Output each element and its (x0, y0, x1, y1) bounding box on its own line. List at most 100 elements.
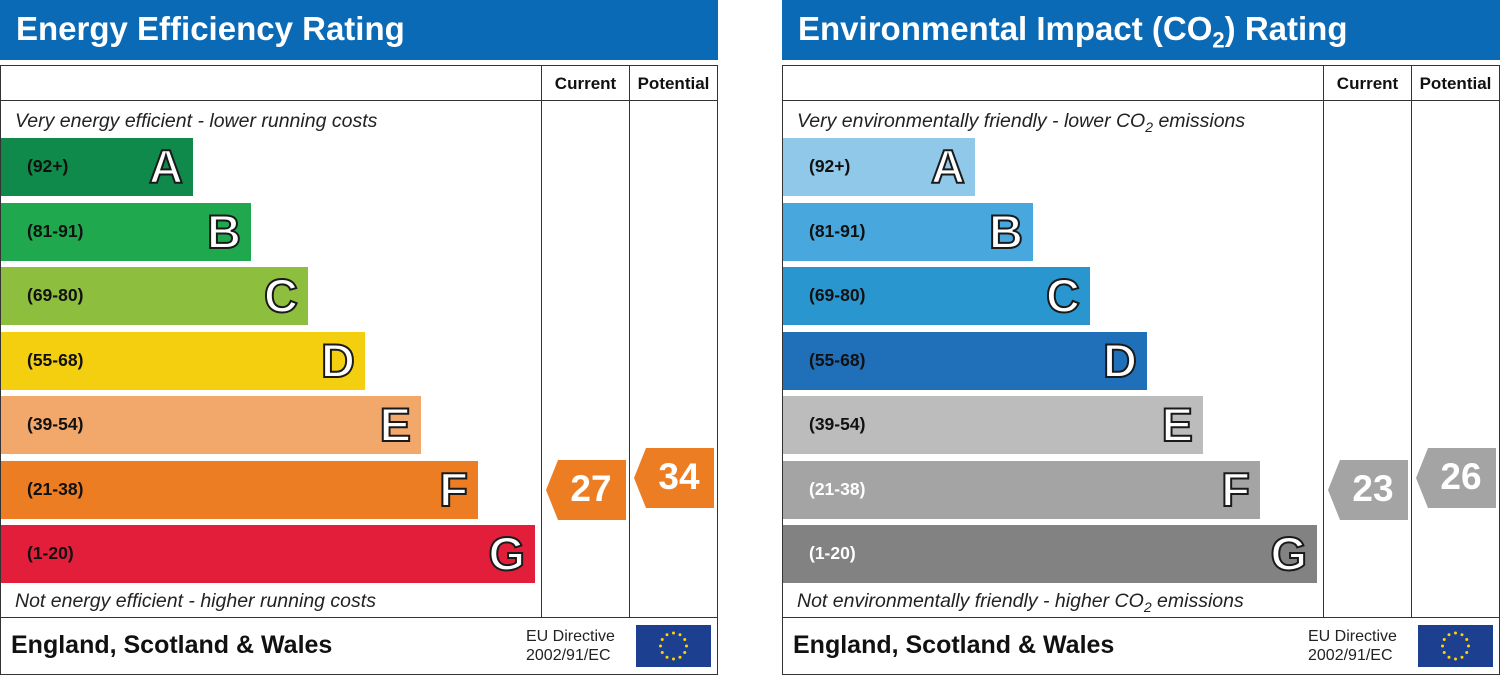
band-letter: A (148, 139, 184, 194)
band-g: (1-20) G (1, 525, 535, 583)
band-range-label: (1-20) (27, 543, 74, 563)
band-letter: E (1161, 397, 1194, 452)
band-letter: A (930, 139, 966, 194)
potential-rating-value: 34 (658, 455, 700, 497)
band-range-label: (39-54) (27, 414, 84, 434)
rating-table: Current Potential Very environmentally f… (782, 65, 1500, 675)
band-range-label: (69-80) (809, 285, 866, 305)
band-d: (55-68) D (1, 331, 365, 390)
current-column-divider (541, 66, 542, 617)
rating-table: Current Potential Very energy efficient … (0, 65, 718, 675)
eu-star (665, 655, 669, 659)
eu-star (672, 657, 675, 661)
band-letter: E (379, 397, 412, 452)
eu-star (1447, 633, 1451, 637)
title-subscript: 2 (1212, 27, 1225, 53)
potential-rating-arrow: 34 (634, 447, 714, 508)
band-e: (39-54) E (783, 396, 1203, 454)
eu-directive-line2: 2002/91/EC (1308, 647, 1393, 664)
header-divider (783, 100, 1499, 101)
title-end: ) Rating (1224, 10, 1348, 47)
top-note-subscript: 2 (1145, 118, 1154, 135)
band-letter: B (206, 204, 242, 259)
eu-star (1460, 655, 1464, 659)
eu-star (1465, 638, 1469, 641)
eu-star (1441, 644, 1444, 648)
eu-star (678, 633, 682, 637)
top-note: Very energy efficient - lower running co… (15, 110, 378, 132)
eu-star (659, 644, 662, 648)
eu-star (672, 631, 675, 635)
eu-star (1454, 631, 1457, 635)
eu-star (1442, 638, 1446, 641)
eu-directive-line1: EU Directive (526, 628, 615, 645)
current-rating-arrow: 27 (546, 459, 626, 520)
eu-star (1465, 651, 1469, 654)
eu-star (678, 655, 682, 659)
band-range-label: (92+) (809, 156, 851, 176)
title-main: Environmental Impact (CO (798, 10, 1213, 47)
band-f: (21-38) F (1, 460, 478, 519)
band-b: (81-91) B (783, 202, 1033, 261)
eu-star (1467, 644, 1470, 648)
eu-flag-icon (1418, 625, 1493, 667)
current-rating-value: 23 (1352, 467, 1394, 509)
band-d: (55-68) D (783, 331, 1147, 390)
eu-star (683, 651, 687, 654)
eu-directive-line1: EU Directive (1308, 628, 1397, 645)
potential-rating-value: 26 (1440, 455, 1482, 497)
band-letter: F (1220, 462, 1251, 517)
band-g: (1-20) G (783, 525, 1317, 583)
band-a: (92+) A (1, 138, 193, 196)
eu-star (683, 638, 687, 641)
band-letter: C (263, 268, 299, 323)
band-letter: G (487, 526, 526, 581)
bottom-note: Not energy efficient - higher running co… (15, 590, 376, 612)
current-column-header: Current (554, 74, 617, 93)
eu-flag-icon (636, 625, 711, 667)
region-label: England, Scotland & Wales (793, 631, 1115, 659)
header-divider (1, 100, 717, 101)
eu-directive-line2: 2002/91/EC (526, 647, 611, 664)
environmental-impact-panel: Environmental Impact (CO2) Rating Curren… (782, 0, 1500, 675)
top-note: Very environmentally friendly - lower CO… (797, 110, 1245, 135)
band-letter: D (1102, 333, 1138, 388)
band-range-label: (81-91) (27, 220, 84, 241)
bottom-note-main: Not environmentally friendly - higher CO (797, 590, 1144, 612)
band-a: (92+) A (783, 138, 975, 196)
band-range-label: (21-38) (809, 478, 866, 499)
title-bar: Energy Efficiency Rating (0, 0, 718, 60)
potential-rating-arrow: 26 (1416, 447, 1496, 508)
eu-star (1447, 655, 1451, 659)
footer-divider (783, 617, 1499, 618)
potential-column-header: Potential (1419, 74, 1492, 93)
eu-star (1460, 633, 1464, 637)
top-note-main: Very environmentally friendly - lower CO (797, 110, 1146, 132)
energy-efficiency-panel: Energy Efficiency Rating Current Potenti… (0, 0, 718, 675)
current-rating-arrow: 23 (1328, 459, 1408, 520)
potential-column-divider (1411, 66, 1412, 617)
bottom-note-subscript: 2 (1143, 598, 1152, 615)
band-range-label: (92+) (27, 156, 69, 176)
band-letter: C (1045, 268, 1081, 323)
band-letter: G (1269, 526, 1308, 581)
eu-star (660, 638, 664, 641)
band-b: (81-91) B (1, 202, 251, 261)
band-range-label: (55-68) (809, 349, 866, 370)
chart-title: Energy Efficiency Rating (16, 10, 405, 47)
potential-column-header: Potential (637, 74, 710, 93)
title-bar: Environmental Impact (CO2) Rating (782, 0, 1500, 60)
chart-title: Environmental Impact (CO2) Rating (798, 10, 1347, 54)
band-c: (69-80) C (783, 267, 1090, 325)
band-range-label: (55-68) (27, 349, 84, 370)
band-e: (39-54) E (1, 396, 421, 454)
eu-star (685, 644, 688, 648)
current-column-header: Current (1336, 74, 1399, 93)
eu-directive: EU Directive 2002/91/EC (526, 627, 615, 665)
band-range-label: (69-80) (27, 285, 84, 305)
current-rating-value: 27 (570, 467, 612, 509)
band-letter: F (438, 462, 469, 517)
band-range-label: (81-91) (809, 220, 866, 241)
eu-star (1442, 651, 1446, 654)
band-range-label: (21-38) (27, 478, 84, 499)
